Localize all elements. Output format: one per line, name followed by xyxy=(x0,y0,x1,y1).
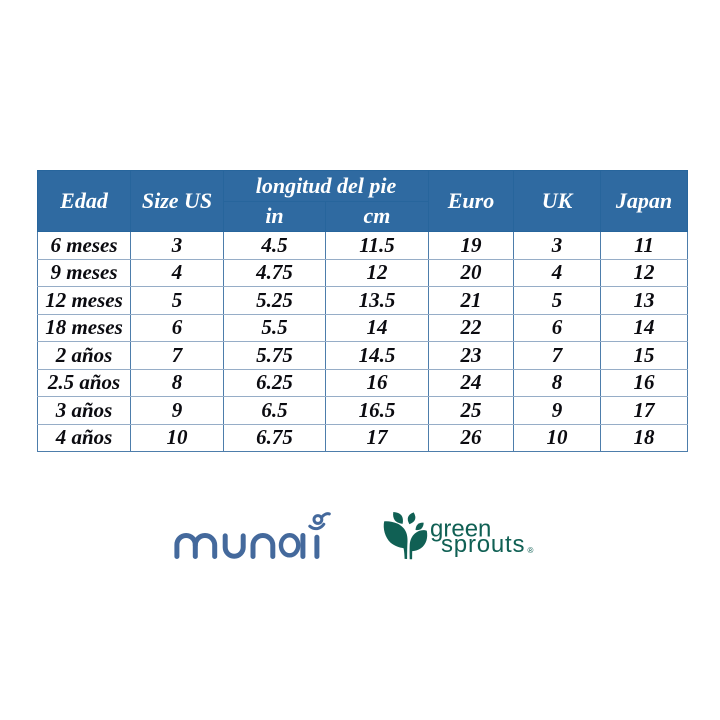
svg-text:green: green xyxy=(430,516,491,543)
svg-text:®: ® xyxy=(528,546,534,555)
svg-text:sprouts: sprouts xyxy=(441,531,525,558)
